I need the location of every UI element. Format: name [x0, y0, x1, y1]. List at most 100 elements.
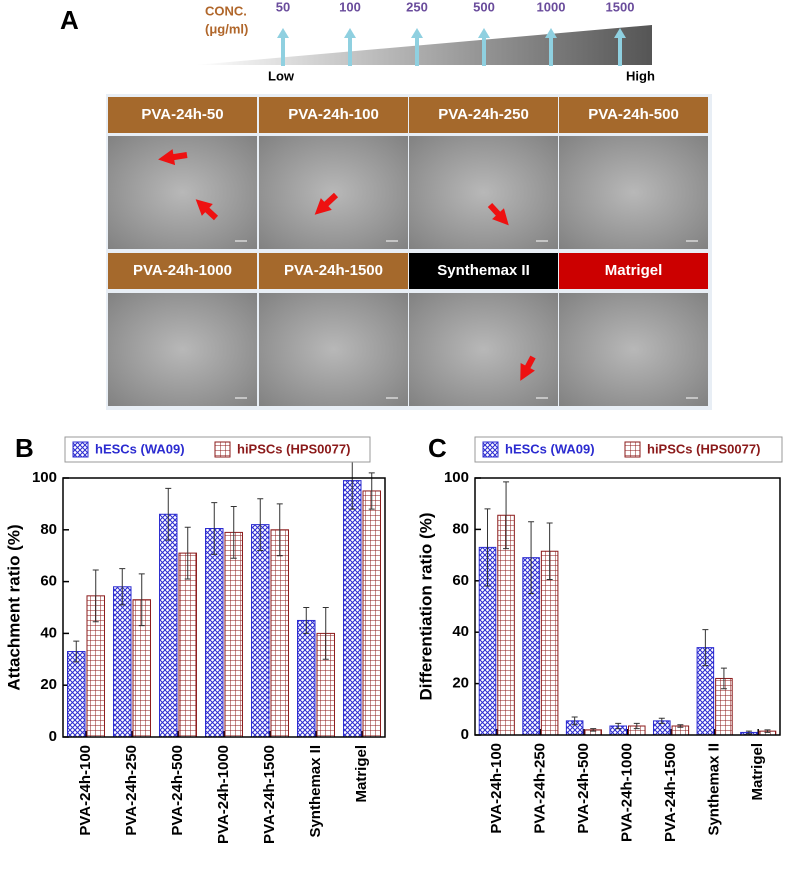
micrograph — [559, 136, 708, 249]
low-label: Low — [268, 68, 295, 83]
plot-frame — [474, 477, 781, 736]
error-bar — [764, 729, 771, 733]
legend-label: hESCs (WA09) — [95, 441, 185, 456]
y-tick-label: 0 — [461, 726, 469, 743]
error-bar — [677, 724, 684, 728]
x-tick-label: PVA-24h-500 — [575, 743, 592, 834]
bar — [343, 480, 362, 738]
bar — [251, 524, 270, 738]
bar — [362, 490, 381, 738]
error-bar — [211, 502, 218, 555]
conc-value: 100 — [339, 0, 361, 14]
red-arrowhead — [492, 208, 509, 226]
conc-value: 500 — [473, 0, 495, 14]
bar — [205, 528, 224, 738]
y-axis-label: Attachment ratio (%) — [4, 524, 23, 690]
error-bar — [184, 526, 191, 580]
error-bar — [484, 508, 491, 587]
plot-frame — [62, 477, 386, 738]
conc-unit: (μg/ml) — [205, 21, 248, 36]
legend-swatch — [214, 441, 231, 458]
y-tick-label: 40 — [40, 624, 57, 641]
error-bar — [230, 505, 237, 559]
y-tick-label: 100 — [32, 469, 57, 486]
error-bar — [257, 498, 264, 552]
conc-arrowhead — [344, 28, 356, 38]
y-tick-label: 20 — [40, 676, 57, 693]
error-bar — [590, 728, 597, 732]
legend-swatch — [482, 441, 499, 458]
error-bar — [73, 640, 80, 663]
tile-label: PVA-24h-100 — [288, 106, 379, 123]
conc-label: CONC. — [205, 3, 247, 18]
tile-label: PVA-24h-500 — [588, 106, 679, 123]
gradient-wedge — [195, 25, 652, 65]
x-tick-label: PVA-24h-500 — [169, 745, 186, 836]
tile-label: PVA-24h-1500 — [284, 262, 383, 279]
conc-arrowhead — [277, 28, 289, 38]
y-tick-label: 80 — [452, 520, 469, 537]
red-arrowhead — [520, 363, 535, 381]
tile-label: Synthemax II — [437, 262, 530, 279]
error-bar — [658, 717, 665, 724]
error-bar — [702, 629, 709, 667]
tile-header — [108, 253, 257, 289]
conc-arrowhead — [614, 28, 626, 38]
error-bar — [165, 487, 172, 541]
tile-header — [559, 253, 708, 289]
x-tick-label: Synthemax II — [307, 745, 324, 838]
panel-label: B — [15, 433, 34, 463]
error-bar — [303, 607, 310, 634]
micrograph — [409, 136, 558, 249]
micrograph — [259, 293, 408, 406]
x-tick-label: PVA-24h-100 — [77, 745, 94, 836]
legend-box — [64, 436, 371, 463]
conc-value: 50 — [276, 0, 290, 14]
error-bar — [745, 730, 752, 735]
legend-swatch — [624, 441, 641, 458]
error-bar — [276, 503, 283, 557]
error-bar — [633, 722, 640, 730]
conc-arrowhead — [545, 28, 557, 38]
error-bar — [322, 607, 329, 660]
micrograph — [259, 136, 408, 249]
tile-label: PVA-24h-1000 — [133, 262, 232, 279]
micrograph — [108, 293, 257, 406]
x-tick-label: PVA-24h-100 — [488, 743, 505, 834]
error-bar — [546, 522, 553, 581]
x-tick-label: Matrigel — [749, 743, 766, 801]
error-bar — [720, 667, 727, 690]
panel-label: C — [428, 433, 447, 463]
error-bar — [503, 481, 510, 550]
x-tick-label: PVA-24h-250 — [123, 745, 140, 836]
x-tick-label: PVA-24h-1500 — [662, 743, 679, 842]
error-bar — [368, 472, 375, 510]
y-tick-label: 60 — [40, 573, 57, 590]
panel-label: A — [60, 5, 79, 35]
bar — [270, 529, 289, 738]
tile-label: PVA-24h-50 — [141, 106, 223, 123]
y-tick-label: 60 — [452, 572, 469, 589]
conc-value: 1000 — [537, 0, 566, 14]
error-bar — [615, 722, 622, 730]
red-arrowhead — [158, 149, 176, 166]
y-tick-label: 80 — [40, 521, 57, 538]
conc-value: 1500 — [606, 0, 635, 14]
bar — [297, 619, 316, 738]
micrograph — [559, 293, 708, 406]
tile-label: PVA-24h-250 — [438, 106, 529, 123]
legend-label: hiPSCs (HPS0077) — [647, 441, 760, 456]
tile-label: Matrigel — [605, 262, 663, 279]
error-bar — [571, 716, 578, 726]
conc-arrowhead — [411, 28, 423, 38]
x-tick-label: Matrigel — [353, 745, 370, 803]
tile-header — [409, 97, 558, 133]
x-tick-label: PVA-24h-1500 — [261, 745, 278, 844]
error-bar — [138, 573, 145, 627]
tile-header — [259, 97, 408, 133]
tile-header — [108, 97, 257, 133]
red-arrowhead — [314, 198, 332, 215]
x-tick-label: PVA-24h-1000 — [215, 745, 232, 844]
high-label: High — [626, 68, 655, 83]
